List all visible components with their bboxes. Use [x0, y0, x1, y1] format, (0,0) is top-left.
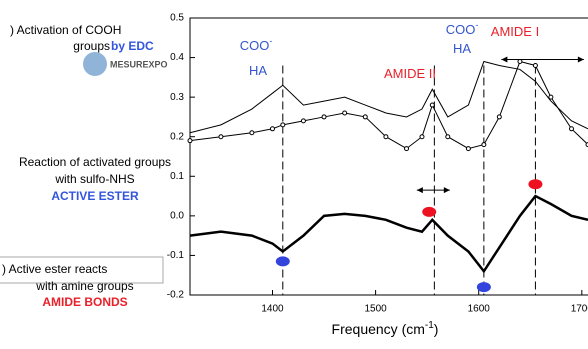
annotation: AMIDE I: [491, 24, 539, 39]
x-axis-label-sup: -1: [425, 320, 434, 331]
y-tick-label: 0.4: [170, 52, 184, 63]
series-point: [517, 59, 523, 65]
series-point: [419, 134, 425, 140]
series-point: [300, 118, 306, 124]
marker-oval: [528, 179, 543, 190]
step-highlight: by EDC: [111, 39, 154, 53]
series-line: [189, 60, 588, 150]
y-tick-label: 0.5: [170, 13, 184, 24]
x-tick-label: 1600: [468, 304, 491, 315]
step-text: groups: [73, 39, 110, 53]
y-tick-label: 0.3: [170, 92, 184, 103]
step-text: with sulfo-NHS: [54, 172, 134, 186]
series-point: [481, 142, 487, 148]
series-point: [269, 126, 275, 132]
marker-oval: [275, 256, 290, 267]
logo-icon: [83, 52, 107, 76]
marker-oval: [476, 282, 491, 293]
annotation-text: HA: [453, 41, 471, 56]
annotation-text: AMIDE I: [491, 24, 539, 39]
step-box: [0, 256, 164, 284]
series-point: [249, 130, 255, 136]
x-tick-label: 1400: [261, 304, 284, 315]
series-point: [445, 134, 451, 140]
annotation: HA: [453, 41, 471, 56]
annotation-text: AMIDE II: [384, 66, 436, 81]
marker-oval: [422, 206, 437, 217]
y-tick-label: 0.0: [170, 210, 184, 221]
series-point: [218, 134, 224, 140]
annotation-text: COO: [446, 22, 476, 37]
annotation: COO-: [240, 36, 273, 53]
step-text: ) Activation of COOH: [10, 23, 121, 37]
y-tick-label: -0.1: [167, 250, 185, 261]
series-line: [189, 60, 588, 134]
series-point: [532, 62, 538, 68]
x-axis-label-end: ): [434, 321, 439, 337]
annotation: COO-: [446, 20, 479, 37]
series-point: [280, 122, 286, 128]
x-axis-label: Frequency (cm-1): [332, 320, 439, 337]
series-point: [496, 114, 502, 120]
plot-frame: [189, 17, 588, 296]
annotation-sup: -: [269, 36, 272, 46]
logo: MESUREXPO: [83, 52, 168, 76]
y-tick-label: 0.2: [170, 131, 184, 142]
series-point: [548, 94, 554, 100]
x-tick-label: 1500: [364, 304, 387, 315]
series-point: [187, 138, 193, 144]
series-point: [383, 134, 389, 140]
step-text: Reaction of activated groups: [19, 155, 171, 169]
series-point: [569, 126, 575, 132]
series-line: [189, 194, 588, 274]
annotation: HA: [249, 63, 267, 78]
x-tick-label: 1700: [571, 304, 588, 315]
step-highlight: AMIDE BONDS: [42, 295, 127, 309]
series-point: [404, 146, 410, 152]
series-point: [429, 102, 435, 108]
step-text: ) Active ester reacts: [2, 262, 107, 276]
series-point: [321, 114, 327, 120]
step-highlight: ACTIVE ESTER: [51, 189, 139, 203]
series-point: [362, 114, 368, 120]
logo-text: MESUREXPO: [110, 59, 168, 69]
series-point: [342, 110, 348, 116]
y-tick-label: -0.2: [167, 290, 185, 301]
annotation: AMIDE II: [384, 66, 436, 81]
x-axis-label-text: Frequency (cm: [332, 321, 425, 337]
series-point: [465, 146, 471, 152]
annotation-text: COO: [240, 38, 270, 53]
step-text: with amine groups: [35, 279, 133, 293]
annotation-sup: -: [475, 20, 478, 30]
y-tick-label: 0.1: [170, 171, 184, 182]
annotation-text: HA: [249, 63, 267, 78]
